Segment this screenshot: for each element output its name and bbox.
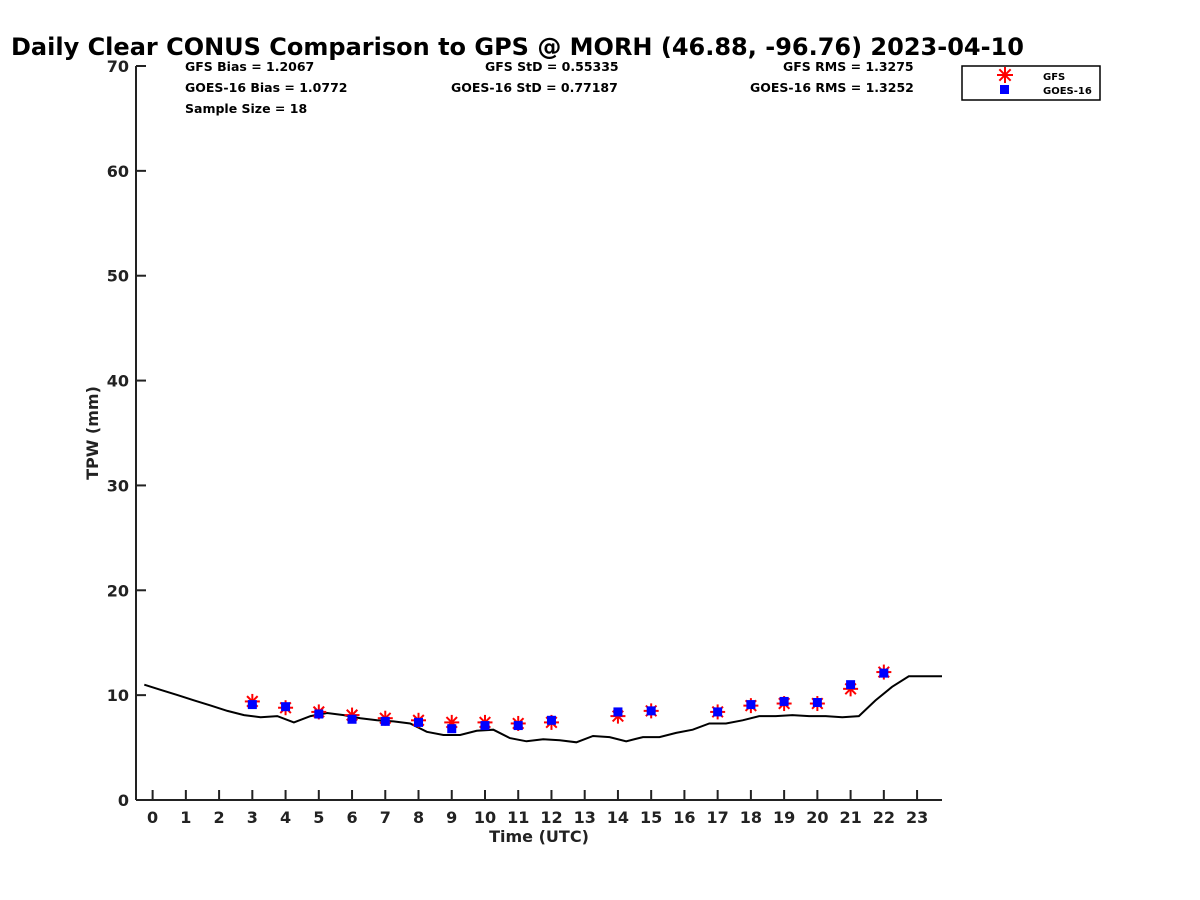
x-ticks: 0 1 2 3 4 5 6 7 8 9 10 11 12 13 14 15 16 17 18 19 20 21 22 23	[147, 790, 928, 827]
goes16-point	[414, 717, 424, 727]
x-tick-label: 13	[574, 808, 596, 827]
plot-area	[144, 664, 942, 744]
x-tick-label: 0	[147, 808, 158, 827]
x-axis-label: Time (UTC)	[489, 827, 589, 846]
y-axis-label: TPW (mm)	[83, 386, 102, 480]
goes16-point	[713, 707, 723, 717]
x-tick-label: 6	[346, 808, 357, 827]
y-tick-label: 40	[107, 372, 129, 391]
x-tick-label: 15	[640, 808, 662, 827]
goes16-point	[779, 696, 789, 706]
y-tick-label: 0	[118, 791, 129, 810]
x-tick-label: 11	[507, 808, 529, 827]
legend-goes-marker	[1000, 85, 1009, 94]
y-tick-label: 70	[107, 57, 129, 76]
legend-box	[961, 65, 1101, 101]
gps-tpw-line	[144, 675, 942, 744]
legend-goes-label: GOES-16	[1043, 86, 1092, 97]
x-tick-label: 3	[247, 808, 258, 827]
goes16-point	[480, 721, 490, 731]
goes16-point	[247, 700, 257, 710]
y-tick-label: 20	[107, 581, 129, 600]
legend: GFS GOES-16	[961, 65, 1101, 101]
x-tick-label: 18	[740, 808, 762, 827]
x-tick-label: 22	[873, 808, 895, 827]
x-tick-label: 21	[839, 808, 861, 827]
plot-axes	[135, 66, 942, 801]
goes16-point	[746, 700, 756, 710]
goes16-point	[646, 706, 656, 716]
x-tick-label: 1	[180, 808, 191, 827]
goes16-point	[846, 680, 856, 690]
y-tick-label: 50	[107, 267, 129, 286]
gfs-bias-stat: GFS Bias = 1.2067	[185, 59, 314, 74]
x-tick-label: 14	[607, 808, 629, 827]
goes16-point	[347, 714, 357, 724]
x-tick-label: 17	[707, 808, 729, 827]
x-tick-label: 23	[906, 808, 928, 827]
goes16-point	[281, 702, 291, 712]
sample-size-stat: Sample Size = 18	[185, 101, 307, 116]
goes16-point	[879, 668, 889, 678]
y-tick-label: 60	[107, 162, 129, 181]
x-tick-label: 2	[214, 808, 225, 827]
x-tick-label: 19	[773, 808, 795, 827]
x-tick-label: 4	[280, 808, 291, 827]
goes16-point	[314, 709, 324, 719]
gfs-std-stat: GFS StD = 0.55335	[485, 59, 619, 74]
goes-bias-stat: GOES-16 Bias = 1.0772	[185, 80, 347, 95]
goes16-point	[380, 716, 390, 726]
x-tick-label: 9	[446, 808, 457, 827]
legend-gfs-asterisk	[997, 67, 1013, 83]
x-tick-label: 16	[673, 808, 695, 827]
legend-gfs-label: GFS	[1043, 72, 1065, 83]
x-tick-label: 10	[474, 808, 496, 827]
goes-std-stat: GOES-16 StD = 0.77187	[451, 80, 618, 95]
goes16-point	[447, 724, 457, 734]
chart-title: Daily Clear CONUS Comparison to GPS @ MO…	[11, 33, 1024, 61]
x-tick-label: 12	[540, 808, 562, 827]
gfs-rms-stat: GFS RMS = 1.3275	[783, 59, 914, 74]
x-tick-label: 5	[313, 808, 324, 827]
y-tick-label: 10	[107, 686, 129, 705]
goes16-point	[513, 721, 523, 731]
y-ticks: 0 10 20 30 40 50 60 70	[107, 57, 146, 810]
x-tick-label: 20	[806, 808, 828, 827]
goes16-point	[812, 697, 822, 707]
goes16-point	[546, 715, 556, 725]
x-tick-label: 7	[380, 808, 391, 827]
goes16-point	[613, 707, 623, 717]
legend-gfs-marker	[997, 67, 1013, 83]
y-tick-label: 30	[107, 476, 129, 495]
goes-rms-stat: GOES-16 RMS = 1.3252	[750, 80, 914, 95]
x-tick-label: 8	[413, 808, 424, 827]
